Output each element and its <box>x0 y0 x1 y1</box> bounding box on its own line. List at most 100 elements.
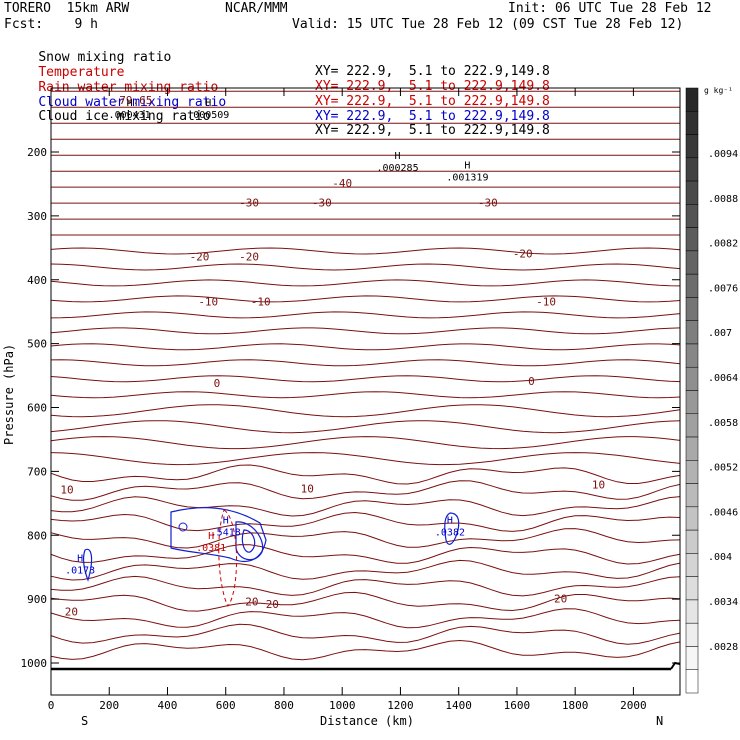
max-marker: H <box>205 98 211 109</box>
colorbar-tick-label: .0034 <box>708 597 738 608</box>
contour-label: 20 <box>65 606 78 619</box>
x-tick-label: 600 <box>216 699 236 712</box>
isotherm-line <box>50 544 681 565</box>
colorbar-segment <box>685 646 699 670</box>
max-value: .5418 <box>211 527 241 538</box>
colorbar-segment <box>685 553 699 577</box>
isotherm-line <box>50 343 681 351</box>
colorbar-segment <box>685 669 699 694</box>
isotherm-line <box>50 452 681 466</box>
isotherm-line <box>50 295 681 303</box>
legend-xy: XY= 222.9, 5.1 to 222.9,149.8 <box>315 123 550 138</box>
colorbar-segment <box>685 506 699 531</box>
colorbar-tick-label: .0088 <box>708 194 738 205</box>
colorbar-segment <box>685 436 699 461</box>
colorbar-segment <box>685 204 699 228</box>
isotherm-line <box>50 391 681 399</box>
isotherm-line <box>50 311 681 319</box>
isotherm-line <box>50 575 681 597</box>
colorbar-tick-label: .004 <box>708 552 732 563</box>
legend-xy: XY= 222.9, 5.1 to 222.9,149.8 <box>315 64 550 79</box>
isotherm-line <box>50 496 681 517</box>
legend-label: Cloud ice mixing ratio <box>38 109 211 124</box>
cloud-water-contour <box>170 507 267 562</box>
max-value: .000431 <box>109 110 151 121</box>
colorbar-segment <box>685 343 699 368</box>
colorbar-segment <box>685 413 699 438</box>
legend-xy: XY= 222.9, 5.1 to 222.9,149.8 <box>315 94 550 109</box>
contour-label: 20 <box>266 598 279 611</box>
isotherm-line <box>50 559 681 581</box>
colorbar-unit: g kg⁻¹ <box>704 86 733 95</box>
contour-label: -20 <box>513 247 533 260</box>
colorbar-tick-label: .0052 <box>708 463 738 474</box>
forecast-hour: Fcst: 9 h <box>4 17 98 32</box>
legend-item-cloud-ice: Cloud ice mixing ratio XY= 222.9, 5.1 to… <box>7 96 550 152</box>
colorbar-segment <box>685 366 699 391</box>
colorbar-tick-label: .0094 <box>708 149 738 160</box>
x-tick-label: 1000 <box>329 699 356 712</box>
contour-label: -30 <box>478 196 498 209</box>
terrain-edge <box>670 661 681 670</box>
y-tick-label: 200 <box>27 146 47 159</box>
cloud-water-contour <box>178 522 188 532</box>
colorbar-segment <box>685 297 699 321</box>
legend-item-snow: Snow mixing ratio XY= 222.9, 5.1 to 222.… <box>7 37 550 93</box>
y-tick-label: 700 <box>27 465 47 478</box>
contour-label: -10 <box>198 295 218 308</box>
y-tick-label: 500 <box>27 338 47 351</box>
colorbar-segment <box>685 273 699 298</box>
isotherm-line <box>50 591 681 612</box>
isotherm-line <box>50 404 681 418</box>
colorbar-tick-label: .0028 <box>708 642 738 653</box>
temperature-contours <box>50 90 681 671</box>
x-tick-label: 0 <box>48 699 55 712</box>
cloud-water-contour <box>82 548 93 582</box>
x-tick-label: 400 <box>158 699 178 712</box>
isotherm-line <box>50 436 681 450</box>
isotherm-line <box>50 327 681 335</box>
contour-label: -40 <box>332 177 352 190</box>
isotherm-line <box>50 420 681 434</box>
isotherm-line <box>50 359 681 367</box>
legend-label: Snow mixing ratio <box>38 50 172 65</box>
contour-label: 0 <box>214 377 221 390</box>
colorbar-tick-label: .007 <box>708 328 732 339</box>
cloud-water-contour <box>235 521 264 561</box>
colorbar-segment <box>685 111 699 135</box>
isotherm-line <box>50 263 681 271</box>
x-tick-label: 800 <box>274 699 294 712</box>
isotherm-line <box>50 464 681 485</box>
max-marker: H <box>395 151 401 162</box>
cloud-water-contours <box>82 507 460 607</box>
model-title: TORERO 15km ARW <box>4 1 130 16</box>
isotherm-line <box>50 511 681 532</box>
max-value: .0173 <box>65 566 95 577</box>
max-value: .000285 <box>376 163 418 174</box>
contour-label: -79.65 <box>113 94 153 107</box>
contour-label: 20 <box>245 596 258 609</box>
colorbar-tick-label: .0058 <box>708 418 738 429</box>
y-tick-label: 300 <box>27 210 47 223</box>
colorbar-tick-label: .0082 <box>708 239 738 250</box>
colorbar-segment <box>685 599 699 624</box>
colorbar-segment <box>685 87 699 112</box>
contour-label: 10 <box>301 482 314 495</box>
cloud-water-contour <box>241 529 256 553</box>
isotherm-line <box>50 279 681 287</box>
max-marker: H <box>447 515 453 526</box>
contour-label: -10 <box>536 295 556 308</box>
center-title: NCAR/MMM <box>225 1 288 16</box>
max-value: .0381 <box>196 543 226 554</box>
legend-xy: XY= 222.9, 5.1 to 222.9,149.8 <box>315 79 550 94</box>
contour-label: -30 <box>312 196 332 209</box>
x-tick-label: 1400 <box>445 699 472 712</box>
contour-label: 10 <box>60 484 73 497</box>
legend-xy: XY= 222.9, 5.1 to 222.9,149.8 <box>315 109 550 124</box>
colorbar-segment <box>685 390 699 415</box>
isotherm-line <box>50 528 681 549</box>
colorbar-segment <box>685 622 699 647</box>
colorbar-tick-label: .0076 <box>708 283 738 294</box>
